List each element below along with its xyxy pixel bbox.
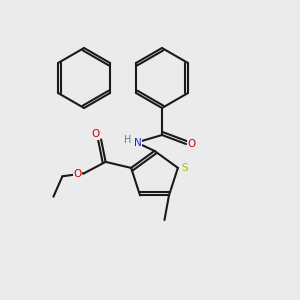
Text: N: N xyxy=(134,137,142,148)
Text: O: O xyxy=(73,169,82,179)
Text: S: S xyxy=(181,163,188,173)
Text: H: H xyxy=(124,135,132,146)
Text: O: O xyxy=(187,139,196,149)
Text: O: O xyxy=(92,129,100,139)
